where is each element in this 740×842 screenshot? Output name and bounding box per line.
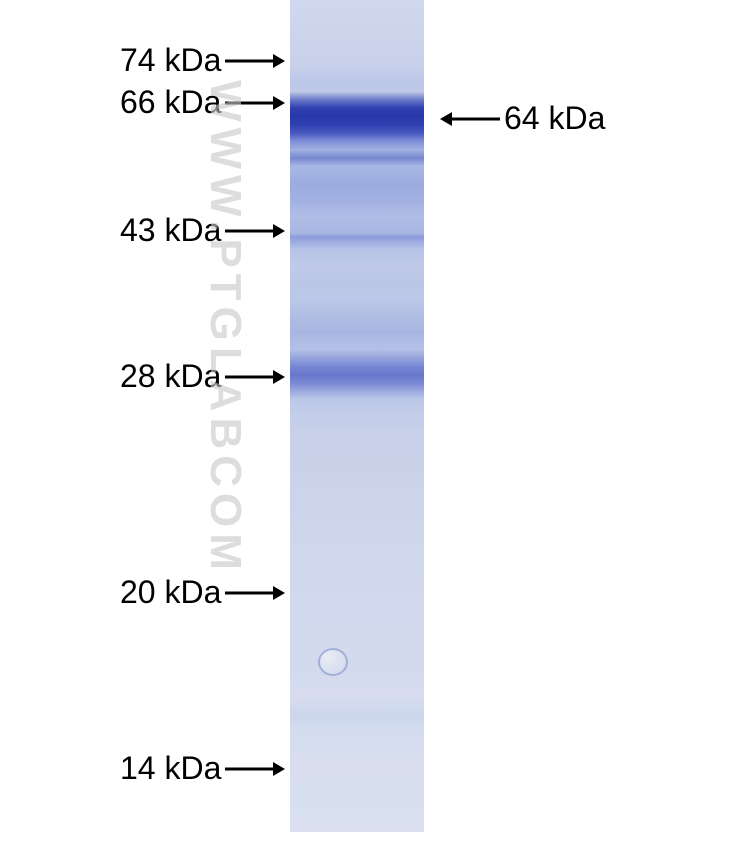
- marker-28kda-text: 28 kDa: [120, 358, 221, 395]
- gel-lane: [290, 0, 424, 832]
- arrow-right-icon: [225, 759, 285, 779]
- marker-14kda-text: 14 kDa: [120, 750, 221, 787]
- arrow-right-icon: [225, 93, 285, 113]
- sample-band-64kda: 64 kDa: [440, 100, 605, 137]
- marker-43kda: 43 kDa: [120, 212, 285, 249]
- marker-66kda: 66 kDa: [120, 84, 285, 121]
- arrow-right-icon: [225, 583, 285, 603]
- marker-66kda-text: 66 kDa: [120, 84, 221, 121]
- watermark-text: WWW.PTGLABCOM: [200, 80, 250, 576]
- arrow-right-icon: [225, 367, 285, 387]
- arrow-left-icon: [440, 100, 500, 137]
- arrow-right-icon: [225, 51, 285, 71]
- marker-14kda: 14 kDa: [120, 750, 285, 787]
- marker-20kda-text: 20 kDa: [120, 574, 221, 611]
- gel-bubble-artifact: [318, 648, 348, 676]
- marker-74kda: 74 kDa: [120, 42, 285, 79]
- marker-20kda: 20 kDa: [120, 574, 285, 611]
- marker-74kda-text: 74 kDa: [120, 42, 221, 79]
- sample-band-64kda-text: 64 kDa: [504, 100, 605, 137]
- marker-43kda-text: 43 kDa: [120, 212, 221, 249]
- arrow-right-icon: [225, 221, 285, 241]
- marker-28kda: 28 kDa: [120, 358, 285, 395]
